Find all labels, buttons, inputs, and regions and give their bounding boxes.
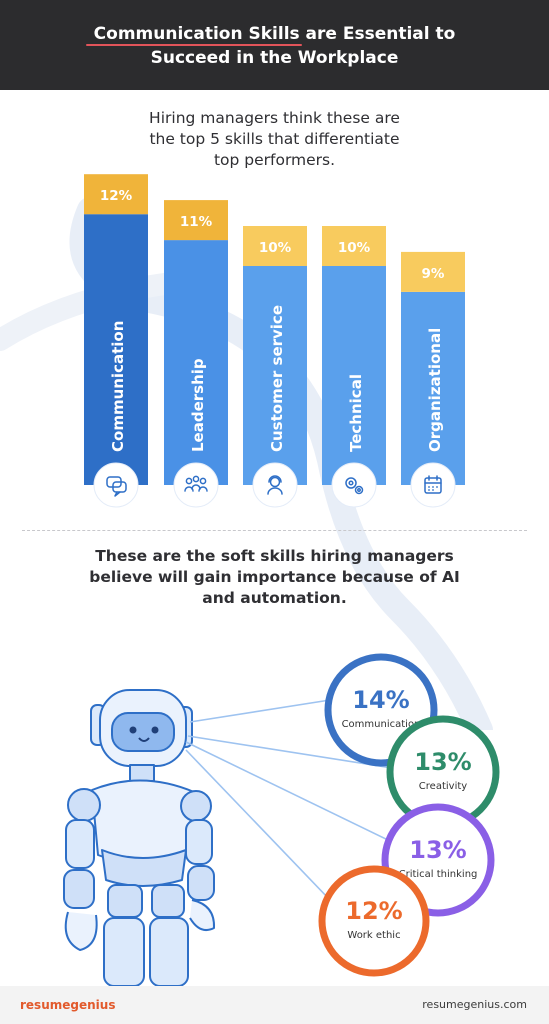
bar-technical — [322, 266, 386, 485]
soft-subtitle-line-3: and automation. — [202, 589, 347, 607]
header-banner: Communication Skills are Essential to Su… — [0, 0, 549, 90]
brand-logo[interactable]: resumegenius — [20, 998, 115, 1012]
title-line-1-rest: are Essential to — [299, 24, 456, 44]
bar-leadership — [164, 240, 228, 485]
bar-subtitle-line-2: the top 5 skills that differentiate — [149, 130, 400, 148]
bubble-creativity: 13% Creativity — [386, 715, 500, 829]
soft-subtitle-line-1: These are the soft skills hiring manager… — [0, 546, 549, 567]
bar-cap-communication — [84, 174, 148, 215]
brand-part-2: genius — [70, 998, 116, 1012]
bar-chart-subtitle: Hiring managers think these are the top … — [0, 108, 549, 171]
value-label-leadership: 11% — [180, 214, 213, 230]
bar-cap-customer-service — [243, 226, 307, 266]
skills-bar-chart: 12% Communication 11% Leadership 10% Customer… — [84, 174, 465, 508]
bar-cap-organizational — [401, 251, 465, 292]
bubble-value-creativity: 13% — [414, 748, 471, 776]
category-label-technical: Technical — [347, 374, 365, 452]
connector-critical-thinking — [185, 741, 389, 841]
value-label-communication: 12% — [100, 188, 133, 204]
page-title-line-2: Succeed in the Workplace — [150, 48, 399, 68]
bar-subtitle-line-3: top performers. — [213, 151, 336, 169]
category-label-organizational: Organizational — [426, 328, 444, 452]
bubble-label-creativity: Creativity — [419, 781, 467, 792]
connector-creativity — [187, 735, 393, 769]
category-label-communication: Communication — [109, 321, 127, 452]
bubble-value-work-ethic: 12% — [345, 897, 402, 925]
bar-communication — [84, 214, 148, 485]
soft-subtitle-post: hiring managers — [304, 547, 454, 565]
gears-icon — [331, 462, 377, 508]
bubbles-group: 14% Communication 13% Creativity 13% Critical… — [318, 653, 500, 977]
soft-skills-bubble-chart: 14% Communication 13% Creativity 13% Critical… — [63, 653, 500, 986]
bubble-critical-thinking: 13% Critical thinking — [381, 803, 495, 917]
connector-work-ethic — [185, 749, 331, 901]
value-label-technical: 10% — [338, 240, 371, 256]
bar-cap-leadership — [164, 200, 228, 241]
soft-skills-subtitle: These are the soft skills hiring manager… — [0, 546, 549, 609]
bar-subtitle-line-1: Hiring managers think these are — [149, 109, 400, 127]
title-underline — [86, 44, 302, 46]
chat-bubbles-icon — [93, 462, 139, 508]
bubble-label-communication: Communication — [342, 719, 421, 730]
headset-agent-icon — [252, 462, 298, 508]
category-label-leadership: Leadership — [189, 358, 207, 452]
soft-subtitle-bold: soft skills — [220, 547, 305, 565]
bubble-value-critical-thinking: 13% — [409, 836, 466, 864]
bubble-work-ethic: 12% Work ethic — [318, 865, 430, 977]
soft-subtitle-line-2: believe will gain importance because of … — [89, 568, 460, 586]
footer: resumegenius resumegenius.com — [0, 986, 549, 1024]
page-title-line-1: Communication Skills are Essential to — [0, 24, 549, 44]
bubble-label-work-ethic: Work ethic — [347, 930, 400, 941]
bar-customer-service — [243, 266, 307, 485]
calendar-icon — [410, 462, 456, 508]
connector-lines — [185, 699, 393, 901]
title-highlight: Communication Skills — [93, 24, 300, 44]
robot-illustration — [63, 689, 216, 986]
soft-subtitle-pre: These are the — [95, 547, 221, 565]
connector-communication — [189, 699, 331, 723]
brand-part-1: resume — [20, 998, 71, 1012]
section-divider — [22, 530, 527, 531]
bar-cap-technical — [322, 226, 386, 266]
site-link[interactable]: resumegenius.com — [422, 998, 527, 1011]
bar-organizational — [401, 291, 465, 485]
category-label-customer-service: Customer service — [268, 305, 286, 452]
value-label-customer-service: 10% — [259, 240, 292, 256]
value-label-organizational: 9% — [422, 266, 445, 282]
bubble-value-communication: 14% — [352, 686, 409, 714]
group-icon — [173, 462, 219, 508]
bubble-label-critical-thinking: Critical thinking — [399, 869, 478, 880]
